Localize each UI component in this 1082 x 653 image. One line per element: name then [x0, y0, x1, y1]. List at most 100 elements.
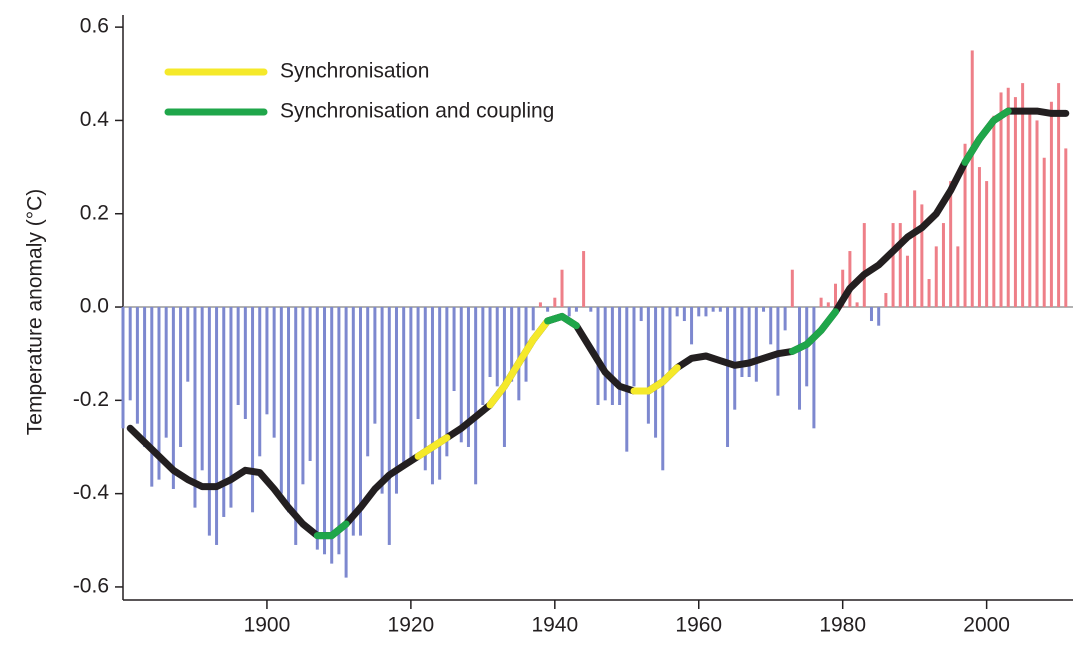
bar: [143, 307, 147, 447]
bar: [445, 307, 449, 457]
smooth-line: [414, 317, 681, 460]
bar: [315, 307, 319, 550]
bar: [841, 269, 845, 308]
bar: [481, 307, 485, 405]
bar: [733, 307, 737, 410]
bar: [538, 302, 542, 308]
bar: [977, 167, 981, 308]
bar: [783, 307, 787, 331]
bar: [798, 307, 802, 410]
bar: [121, 307, 125, 429]
bar: [992, 115, 996, 308]
bar: [826, 302, 830, 308]
bar: [668, 307, 672, 378]
y-axis-label: Temperature anomaly (°C): [24, 189, 47, 435]
bar: [898, 223, 902, 308]
bar: [409, 307, 413, 461]
bar: [186, 307, 190, 382]
bar: [646, 307, 650, 424]
y-tick-label: 0.6: [80, 15, 109, 38]
bar: [632, 307, 636, 387]
bar: [654, 307, 658, 438]
bar: [726, 307, 730, 447]
bar: [474, 307, 478, 485]
bar: [207, 307, 211, 536]
bar: [272, 307, 276, 438]
bar: [819, 297, 823, 308]
bar: [862, 223, 866, 308]
bar: [567, 307, 571, 317]
bar: [287, 307, 291, 513]
y-tick-label: 0.4: [80, 108, 110, 131]
bar: [941, 223, 945, 308]
y-tick-label: -0.4: [73, 481, 110, 504]
bar: [344, 307, 348, 578]
bar: [762, 307, 766, 312]
x-tick-label: 2000: [963, 614, 1010, 637]
bar: [963, 143, 967, 308]
bar: [812, 307, 816, 429]
bar: [366, 307, 370, 457]
y-tick-label: 0.2: [80, 201, 109, 224]
bar: [1006, 87, 1010, 308]
x-tick-label: 1980: [819, 614, 866, 637]
bar: [999, 92, 1003, 308]
bar: [574, 307, 578, 312]
bar: [711, 307, 715, 312]
bar: [294, 307, 298, 545]
legend-label: Synchronisation and coupling: [280, 100, 554, 123]
bar: [308, 307, 312, 461]
bar: [920, 204, 924, 308]
bar: [430, 307, 434, 485]
bar: [834, 283, 837, 308]
bar: [135, 307, 139, 424]
bar: [466, 307, 470, 447]
bar: [200, 307, 204, 471]
bar: [531, 307, 535, 331]
bar: [546, 307, 550, 312]
bar: [682, 307, 686, 322]
bar: [1057, 83, 1061, 308]
bar: [330, 307, 334, 564]
bar: [359, 307, 362, 536]
bar: [351, 307, 355, 536]
bar: [459, 307, 463, 443]
bar: [927, 279, 931, 308]
bar: [661, 307, 665, 471]
bar: [848, 251, 852, 308]
bar: [387, 307, 391, 545]
bar: [1035, 120, 1039, 308]
bar: [179, 307, 183, 447]
bar: [222, 307, 226, 517]
bar: [913, 190, 917, 308]
bar: [747, 307, 751, 378]
bar: [1064, 148, 1068, 308]
x-tick-label: 1940: [531, 614, 578, 637]
bar: [251, 307, 255, 513]
bar: [1028, 111, 1032, 308]
bar: [949, 181, 953, 308]
bar: [1042, 157, 1046, 308]
bar: [524, 307, 528, 382]
bar: [373, 307, 377, 424]
bar: [589, 307, 593, 312]
legend-label: Synchronisation: [280, 60, 429, 83]
bar: [157, 307, 161, 480]
bar: [1021, 83, 1025, 308]
bar: [265, 307, 269, 415]
bar: [1013, 97, 1017, 308]
bar: [675, 307, 679, 317]
bar: [891, 223, 895, 308]
bar: [754, 307, 758, 382]
bar: [610, 307, 614, 405]
bar: [229, 307, 233, 508]
bar: [970, 50, 974, 308]
bar: [618, 307, 622, 405]
bar: [1049, 101, 1053, 308]
bar: [560, 269, 564, 308]
bar: [243, 307, 247, 419]
bar: [510, 307, 514, 382]
bar: [236, 307, 240, 405]
